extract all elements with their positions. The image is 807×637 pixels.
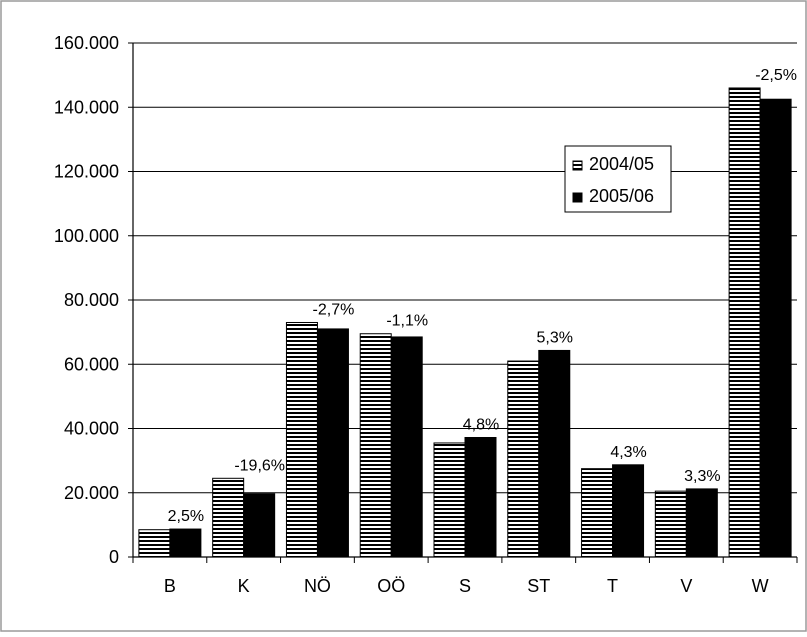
bar-series-1-3 bbox=[285, 321, 318, 558]
bar-series-1-6 bbox=[507, 360, 540, 558]
data-labels: 2,5% -19,6% -2,7% -1,1% 4,8% 5,3% 4,3% 3,3% -2,5… bbox=[168, 67, 797, 525]
data-label: -1,1% bbox=[386, 313, 428, 330]
bar-series-1-9 bbox=[728, 87, 761, 558]
legend-swatch-series-2 bbox=[572, 192, 583, 203]
legend-label-series-2: 2005/06 bbox=[589, 186, 654, 206]
y-tick-label: 120.000 bbox=[54, 162, 119, 182]
axes bbox=[128, 42, 798, 563]
bar-series-1-4 bbox=[359, 333, 392, 558]
data-label: 2,5% bbox=[168, 508, 204, 525]
legend: 2004/05 2005/06 bbox=[564, 145, 672, 213]
y-tick-label: 0 bbox=[109, 547, 119, 567]
bar-series-1-7 bbox=[581, 468, 614, 558]
y-tick-label: 40.000 bbox=[64, 419, 119, 439]
y-tick-label: 80.000 bbox=[64, 290, 119, 310]
bar-series-1-5 bbox=[433, 442, 466, 558]
x-tick-label: NÖ bbox=[304, 576, 331, 596]
bar-series-1-1 bbox=[138, 529, 171, 558]
y-tick-label: 140.000 bbox=[54, 97, 119, 117]
x-tick-label: K bbox=[238, 576, 250, 596]
legend-label-series-1: 2004/05 bbox=[589, 154, 654, 174]
data-label: -2,5% bbox=[755, 67, 797, 84]
bar-series-2-6 bbox=[538, 349, 571, 558]
x-tick-label: ST bbox=[527, 576, 550, 596]
bar-series-2-8 bbox=[685, 488, 718, 558]
x-tick-label: T bbox=[607, 576, 618, 596]
bar-series-2-2 bbox=[243, 493, 276, 558]
data-label: 5,3% bbox=[537, 329, 573, 346]
x-tick-label: S bbox=[459, 576, 471, 596]
bar-series-2-9 bbox=[759, 98, 792, 558]
data-label: -2,7% bbox=[313, 301, 355, 318]
bar-series-1-8 bbox=[654, 490, 687, 558]
bar-series-2-5 bbox=[464, 436, 497, 558]
bar-series-2-1 bbox=[169, 528, 202, 558]
bar-series-2-3 bbox=[316, 328, 349, 558]
x-tick-label: OÖ bbox=[377, 576, 405, 596]
y-tick-labels: 0 20.000 40.000 60.000 80.000 100.000 120.000 1… bbox=[54, 33, 119, 567]
y-tick-label: 20.000 bbox=[64, 483, 119, 503]
data-label: -19,6% bbox=[234, 457, 285, 474]
bar-series-2-4 bbox=[390, 336, 423, 558]
bar-series-1-2 bbox=[212, 477, 245, 558]
x-tick-label: B bbox=[164, 576, 176, 596]
data-label: 4,8% bbox=[463, 416, 499, 433]
data-label: 3,3% bbox=[684, 468, 720, 485]
y-tick-label: 60.000 bbox=[64, 354, 119, 374]
legend-swatch-series-1 bbox=[572, 160, 583, 171]
data-label: 4,3% bbox=[610, 444, 646, 461]
y-tick-label: 100.000 bbox=[54, 226, 119, 246]
bars bbox=[138, 87, 792, 558]
x-tick-label: V bbox=[680, 576, 692, 596]
y-tick-label: 160.000 bbox=[54, 33, 119, 53]
bar-series-2-7 bbox=[612, 464, 645, 558]
legend-box bbox=[564, 145, 672, 213]
x-tick-labels: B K NÖ OÖ S ST T V W bbox=[164, 576, 769, 596]
x-tick-label: W bbox=[752, 576, 769, 596]
